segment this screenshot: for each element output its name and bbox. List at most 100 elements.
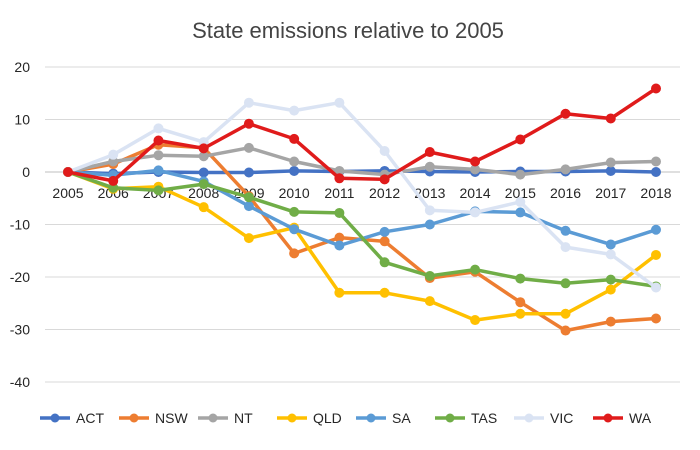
series-wa <box>63 83 661 186</box>
data-point <box>560 278 571 289</box>
gridlines <box>45 66 680 383</box>
data-point <box>560 325 571 336</box>
legend-label: TAS <box>471 410 497 426</box>
x-tick-label: 2014 <box>459 185 490 201</box>
data-point <box>198 179 209 190</box>
data-point <box>289 206 300 217</box>
data-point <box>515 308 526 319</box>
y-tick-label: -30 <box>10 322 30 338</box>
data-point <box>605 239 616 250</box>
chart-title: State emissions relative to 2005 <box>192 18 504 43</box>
data-point <box>605 165 616 176</box>
x-tick-label: 2018 <box>640 185 671 201</box>
data-point <box>334 240 345 251</box>
data-point <box>515 297 526 308</box>
data-point <box>651 83 661 94</box>
x-tick-label: 2016 <box>550 185 581 201</box>
data-point <box>470 264 481 275</box>
series-line <box>66 170 658 289</box>
data-point <box>243 97 254 108</box>
data-point <box>605 157 616 168</box>
data-point <box>379 226 390 237</box>
legend-label: WA <box>629 410 652 426</box>
data-point <box>153 185 164 196</box>
legend-label: QLD <box>313 410 342 426</box>
legend-swatch-marker <box>50 413 60 423</box>
data-point <box>379 174 390 185</box>
data-point <box>289 133 300 144</box>
data-point <box>243 233 254 244</box>
data-point <box>424 219 435 230</box>
legend-swatch-marker <box>287 413 297 423</box>
data-point <box>289 105 300 116</box>
series-line <box>66 86 658 183</box>
data-point <box>379 257 390 268</box>
data-point <box>289 248 300 259</box>
y-tick-label: -20 <box>10 269 30 285</box>
data-point <box>334 97 345 108</box>
legend: ACT NSW NT QLD SA TAS VIC WA <box>40 410 652 426</box>
data-point <box>198 202 209 213</box>
data-point <box>515 207 526 218</box>
data-point <box>651 156 661 167</box>
x-tick-label: 2005 <box>52 185 83 201</box>
data-point <box>379 146 390 156</box>
data-point <box>63 167 73 177</box>
x-tick-label: 2012 <box>369 185 400 201</box>
data-point <box>605 316 616 327</box>
data-point <box>605 249 616 260</box>
y-tick-label: -40 <box>10 374 30 390</box>
data-point <box>651 249 661 260</box>
data-point <box>198 167 209 178</box>
y-axis-tick-labels: 20 10 0 -10 -20 -30 -40 <box>10 59 30 390</box>
data-point <box>424 147 435 158</box>
data-point <box>515 273 526 284</box>
data-point <box>424 296 435 307</box>
data-point <box>198 143 209 154</box>
data-point <box>334 207 345 218</box>
x-tick-label: 2013 <box>414 185 445 201</box>
data-point <box>651 167 661 177</box>
legend-item: NSW <box>119 410 188 426</box>
x-tick-label: 2008 <box>188 185 219 201</box>
data-point <box>289 165 300 176</box>
data-point <box>605 113 616 124</box>
legend-item: QLD <box>277 410 342 426</box>
legend-item: NT <box>198 410 253 426</box>
data-point <box>605 274 616 285</box>
x-tick-label: 2017 <box>595 185 626 201</box>
legend-label: VIC <box>550 410 573 426</box>
data-point <box>334 173 345 184</box>
data-point <box>108 149 119 160</box>
data-point <box>515 196 526 207</box>
legend-label: ACT <box>76 410 104 426</box>
data-point <box>243 167 254 178</box>
data-point <box>605 284 616 295</box>
data-point <box>424 205 435 216</box>
legend-swatch-marker <box>129 413 139 423</box>
legend-swatch-marker <box>603 413 613 423</box>
data-point <box>243 142 254 153</box>
y-tick-label: -10 <box>10 217 30 233</box>
legend-item: SA <box>356 410 411 426</box>
data-point <box>289 156 300 167</box>
x-tick-label: 2011 <box>324 185 354 201</box>
data-point <box>470 207 481 218</box>
data-point <box>560 225 571 236</box>
data-point <box>515 169 526 180</box>
data-point <box>515 134 526 145</box>
data-point <box>651 282 661 293</box>
y-tick-label: 10 <box>14 112 30 128</box>
data-point <box>560 108 571 119</box>
data-point <box>334 287 345 298</box>
data-point <box>424 270 435 281</box>
legend-item: WA <box>593 410 652 426</box>
data-point <box>153 150 164 161</box>
legend-item: VIC <box>514 410 573 426</box>
data-point <box>470 156 481 167</box>
data-point <box>243 201 254 212</box>
data-point <box>289 224 300 235</box>
data-point <box>153 123 164 134</box>
x-tick-label: 2010 <box>279 185 310 201</box>
